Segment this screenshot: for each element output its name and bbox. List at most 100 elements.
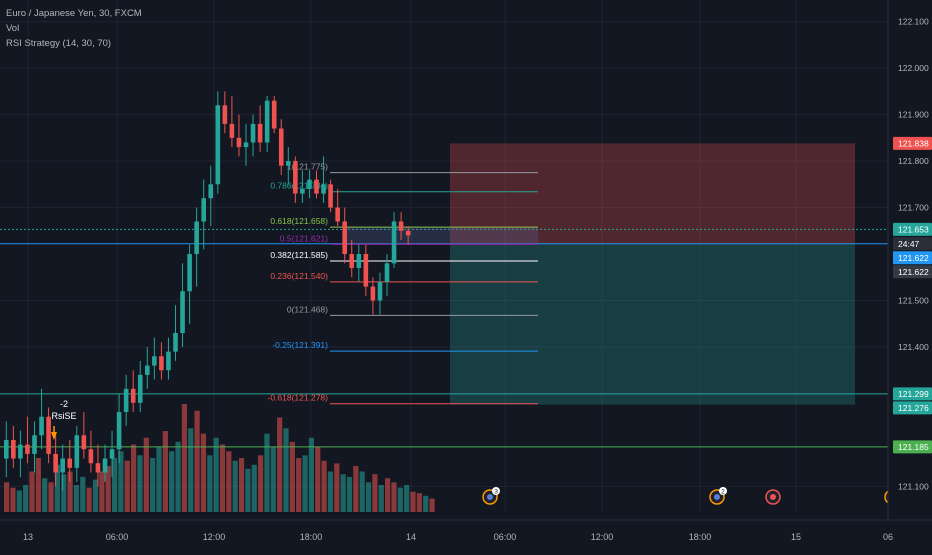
price-tick-label: 121.400 [898, 342, 929, 352]
candle-body [4, 439, 9, 459]
volume-bar [156, 447, 162, 512]
legend-volume[interactable]: Vol [6, 23, 19, 34]
volume-bar [264, 433, 270, 512]
volume-bar [308, 437, 314, 512]
candle-body [74, 435, 80, 468]
time-tick-label: 15 [791, 532, 801, 542]
volume-bar [327, 471, 334, 512]
price-tick-label: 122.000 [898, 63, 929, 73]
candle-body [405, 230, 411, 236]
volume-bar [124, 460, 130, 512]
volume-bar [200, 433, 207, 512]
legend-strategy[interactable]: RSI Strategy (14, 30, 70) [6, 38, 111, 49]
candle-body [243, 142, 249, 148]
volume-bar [92, 479, 99, 512]
volume-bar [372, 474, 378, 512]
candle-body [321, 184, 326, 194]
price-tick-label: 121.700 [898, 203, 929, 213]
time-tick-label: 18:00 [689, 532, 712, 542]
candle-body [60, 458, 65, 473]
volume-bar [162, 431, 168, 512]
candle-body [384, 263, 390, 282]
time-axis[interactable]: 13 06:00 12:00 18:00 14 06:00 12:00 18:00 15 06 [0, 519, 932, 542]
volume-bar [251, 464, 257, 512]
price-label-tag[interactable] [893, 237, 932, 251]
volume-bar [143, 437, 149, 512]
volume-bar [181, 404, 187, 512]
candle-body [194, 221, 199, 255]
volume-bar [346, 476, 353, 512]
price-label-tag[interactable] [893, 222, 932, 236]
fib-level-label: 0.382(121.585) [270, 250, 328, 260]
volume-bar [80, 476, 86, 512]
volume-bar [289, 441, 295, 512]
candle-body [377, 281, 383, 301]
fib-level-label: 0.5(121.621) [280, 233, 328, 243]
legend-symbol[interactable]: Euro / Japanese Yen, 30, FXCM [6, 8, 142, 19]
volume-bar [416, 493, 422, 512]
price-axis[interactable]: 122.100 122.000 121.900 121.800 121.700 121.5… [887, 0, 932, 550]
candle-body [286, 161, 291, 166]
rsi-signal: -2 RsiSE [51, 399, 77, 440]
volume-bar [175, 441, 181, 512]
candle-body [293, 161, 298, 194]
price-label-tag[interactable] [893, 251, 932, 265]
price-label-tag[interactable] [893, 136, 932, 150]
candlesticks [4, 91, 411, 492]
volume-bar [4, 482, 10, 512]
candle-body [342, 221, 347, 255]
price-label-tag[interactable] [893, 440, 932, 454]
price-tick-label: 121.800 [898, 156, 929, 166]
candle-body [208, 184, 214, 199]
price-tick-label: 121.100 [898, 481, 929, 491]
signal-value: -2 [60, 399, 68, 409]
fib-level-label: 0.618(121.658) [270, 216, 328, 226]
volume-bar [391, 482, 397, 512]
volume-bar [226, 451, 232, 512]
candle-body [137, 374, 143, 403]
price-label-tag[interactable] [893, 401, 932, 415]
candle-body [173, 333, 178, 352]
price-label-text: 121.622 [898, 253, 929, 263]
candle-body [145, 365, 150, 375]
candle-body [257, 123, 263, 143]
candle-body [109, 449, 115, 459]
volume-bar [410, 491, 416, 512]
signal-label: RsiSE [51, 411, 76, 421]
candle-body [314, 179, 319, 194]
price-label-tag[interactable] [893, 387, 932, 401]
candle-body [215, 105, 221, 185]
price-tick-label: 122.100 [898, 17, 929, 27]
candle-body [180, 291, 185, 334]
candle-body [201, 198, 206, 222]
volume-bar [359, 471, 365, 512]
volume-bar [23, 485, 29, 512]
price-label-tag[interactable] [893, 265, 932, 279]
event-badge [719, 487, 727, 495]
volume-bar [365, 482, 372, 512]
candle-body [236, 137, 242, 148]
time-tick-label: 06 [883, 532, 893, 542]
volume-bar [131, 444, 137, 512]
candle-body [81, 435, 87, 450]
time-tick-label: 06:00 [494, 532, 517, 542]
fib-level-label: -0.618(121.278) [268, 393, 329, 403]
volume-bar [404, 485, 410, 512]
volume-bars [4, 404, 435, 512]
volume-bar [99, 471, 105, 512]
volume-bar [321, 460, 327, 512]
candle-body [116, 412, 122, 450]
candle-body [18, 444, 23, 459]
candle-body [264, 100, 270, 143]
fib-band [346, 227, 538, 245]
candle-body [307, 179, 312, 189]
time-tick-label: 12:00 [203, 532, 226, 542]
price-tick-label: 121.900 [898, 110, 929, 120]
candle-body [335, 207, 340, 222]
volume-bar [245, 468, 251, 512]
candle-body [123, 388, 129, 413]
volume-bar [277, 417, 283, 512]
